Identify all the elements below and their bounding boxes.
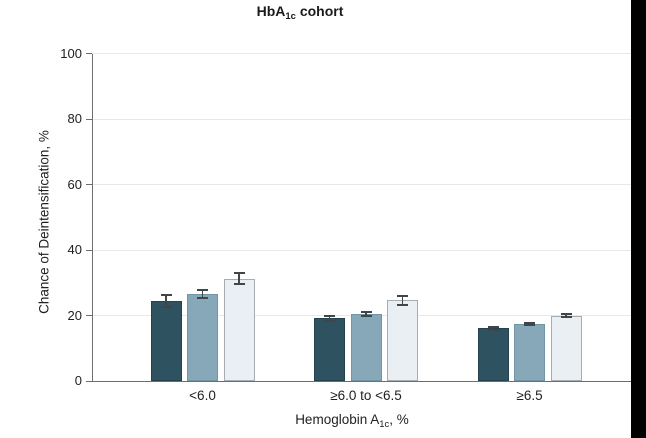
- dark-teal-bar: [314, 318, 345, 381]
- chart-title: HbA1c cohort: [256, 3, 344, 22]
- y-axis-tick-20: [86, 315, 92, 316]
- x-category-label: <6.0: [189, 388, 216, 403]
- error-bar: [397, 294, 408, 306]
- error-bar: [360, 310, 372, 318]
- y-tick-label: 100: [60, 45, 82, 61]
- y-axis-title: Chance of Deintensification, %: [36, 130, 52, 314]
- y-axis-tick-0: [86, 380, 92, 382]
- y-tick-label: 20: [67, 307, 82, 323]
- y-axis-tick-80: [86, 118, 92, 120]
- y-axis-line: [92, 53, 93, 382]
- y-axis-tick-60: [86, 184, 92, 185]
- gridline-40: [92, 249, 631, 251]
- error-bar: [160, 294, 172, 308]
- y-axis-tick-100: [86, 53, 92, 54]
- gridline-60: [92, 184, 631, 185]
- y-tick-label: 80: [67, 111, 82, 126]
- x-category-label: ≥6.0 to <6.5: [330, 388, 402, 403]
- light-gray-bar: [387, 300, 418, 381]
- x-axis-title: Hemoglobin A1c, %: [295, 412, 409, 430]
- y-tick-label: 0: [74, 373, 82, 388]
- error-bar: [324, 315, 335, 322]
- light-gray-bar: [550, 315, 582, 381]
- gridline-80: [92, 118, 631, 120]
- x-axis-title-suffix: , %: [389, 412, 409, 427]
- error-bar: [197, 289, 208, 300]
- light-gray-bar: [223, 279, 255, 381]
- chart-title-text: HbA: [256, 3, 286, 19]
- right-black-crop-strip: [631, 0, 646, 438]
- medium-blue-gray-bar: [187, 294, 218, 381]
- y-axis-tick-40: [86, 249, 92, 251]
- chart-title-subscript: 1c: [285, 11, 296, 22]
- error-bar: [524, 322, 535, 327]
- y-tick-label: 60: [67, 176, 82, 192]
- error-bar: [487, 325, 499, 331]
- x-axis-title-text: Hemoglobin A: [295, 412, 380, 427]
- x-axis-line: [92, 381, 631, 382]
- gridline-100: [92, 53, 631, 54]
- dark-teal-bar: [150, 301, 182, 381]
- x-axis-title-subscript: 1c: [379, 419, 390, 430]
- x-category-label: ≥6.5: [516, 388, 543, 403]
- y-tick-label: 40: [67, 242, 82, 257]
- medium-blue-gray-bar: [350, 314, 382, 381]
- error-bar: [233, 271, 245, 286]
- dark-teal-bar: [477, 328, 509, 381]
- medium-blue-gray-bar: [514, 323, 545, 381]
- chart-title-suffix: cohort: [295, 3, 344, 19]
- error-bar: [560, 313, 572, 318]
